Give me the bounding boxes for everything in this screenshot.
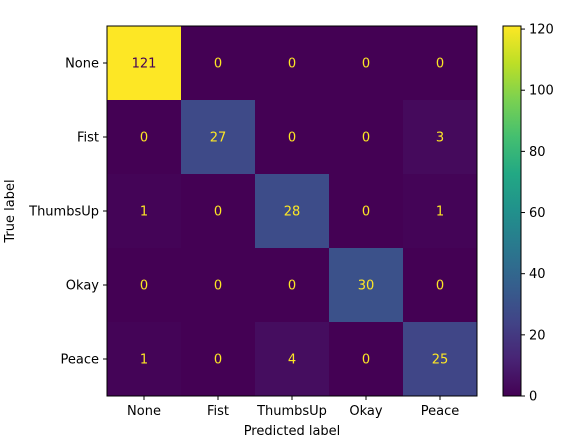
x-tick-label: Fist [207, 404, 229, 419]
heatmap-cells [107, 26, 478, 397]
cell-value-label: 28 [284, 205, 301, 220]
x-tick-label: None [127, 404, 161, 419]
heatmap-cell [181, 322, 256, 397]
y-tick-label: Peace [61, 353, 100, 368]
cell-value-label: 0 [362, 57, 370, 72]
cell-value-label: 0 [214, 279, 222, 294]
cell-value-label: 30 [358, 279, 375, 294]
cell-value-labels: 121 0 0 0 0 0 27 0 0 3 1 0 28 0 1 0 0 0 30 0 1 0 4 0 25 [132, 57, 449, 368]
cell-value-label: 0 [288, 131, 296, 146]
heatmap-cell [329, 100, 404, 175]
cell-value-label: 0 [362, 353, 370, 368]
cell-value-label: 0 [214, 205, 222, 220]
heatmap-cell [403, 26, 478, 101]
heatmap-cell [181, 174, 256, 249]
heatmap-cell [329, 322, 404, 397]
colorbar: 0 20 40 60 80 100 120 [502, 23, 554, 405]
y-tick-label: Fist [77, 131, 99, 146]
colorbar-ticks: 0 20 40 60 80 100 120 [521, 23, 554, 405]
colorbar-tick-label: 100 [529, 84, 554, 99]
colorbar-tick-label: 0 [529, 390, 537, 405]
cell-value-label: 1 [436, 205, 444, 220]
heatmap-cell [181, 26, 256, 101]
x-tick-label: ThumbsUp [256, 404, 327, 419]
y-tick-label: ThumbsUp [28, 205, 99, 220]
heatmap-cell [329, 174, 404, 249]
heatmap-cell [255, 26, 330, 101]
colorbar-tick-label: 40 [529, 267, 546, 282]
x-tick-label: Okay [349, 404, 382, 419]
heatmap-cell [255, 322, 330, 397]
cell-value-label: 0 [214, 353, 222, 368]
cell-value-label: 0 [362, 205, 370, 220]
cell-value-label: 121 [132, 57, 157, 72]
cell-value-label: 25 [432, 353, 449, 368]
y-tick-label: Okay [66, 279, 99, 294]
cell-value-label: 0 [140, 279, 148, 294]
cell-value-label: 0 [362, 131, 370, 146]
x-tick-label: Peace [421, 404, 460, 419]
cell-value-label: 0 [288, 279, 296, 294]
heatmap-cell [107, 26, 182, 101]
colorbar-tick-label: 20 [529, 328, 546, 343]
x-axis-label: Predicted label [244, 424, 341, 439]
cell-value-label: 1 [140, 205, 148, 220]
heatmap-cell [403, 322, 478, 397]
heatmap-cell [255, 248, 330, 323]
cell-value-label: 1 [140, 353, 148, 368]
y-tick-label: None [65, 57, 99, 72]
heatmap-cell [181, 100, 256, 175]
heatmap-cell [107, 174, 182, 249]
colorbar-tick-label: 80 [529, 145, 546, 160]
heatmap-cell [329, 248, 404, 323]
heatmap-cell [255, 100, 330, 175]
cell-value-label: 0 [140, 131, 148, 146]
cell-value-label: 3 [436, 131, 444, 146]
heatmap-cell [403, 174, 478, 249]
y-axis-label: True label [3, 179, 18, 243]
heatmap-cell [329, 26, 404, 101]
heatmap-cell [107, 100, 182, 175]
y-axis: None Fist ThumbsUp Okay Peace [28, 57, 107, 368]
cell-value-label: 0 [288, 57, 296, 72]
heatmap-cell [107, 248, 182, 323]
cell-value-label: 0 [214, 57, 222, 72]
colorbar-tick-label: 60 [529, 206, 546, 221]
heatmap-cell [403, 248, 478, 323]
heatmap-cell [255, 174, 330, 249]
cell-value-label: 0 [436, 57, 444, 72]
heatmap-cell [181, 248, 256, 323]
x-axis: None Fist ThumbsUp Okay Peace [127, 396, 459, 419]
cell-value-label: 27 [210, 131, 227, 146]
heatmap-cell [403, 100, 478, 175]
colorbar-tick-label: 120 [529, 23, 554, 38]
cell-value-label: 4 [288, 353, 296, 368]
colorbar-gradient [502, 25, 522, 397]
cell-value-label: 0 [436, 279, 444, 294]
heatmap-cell [107, 322, 182, 397]
